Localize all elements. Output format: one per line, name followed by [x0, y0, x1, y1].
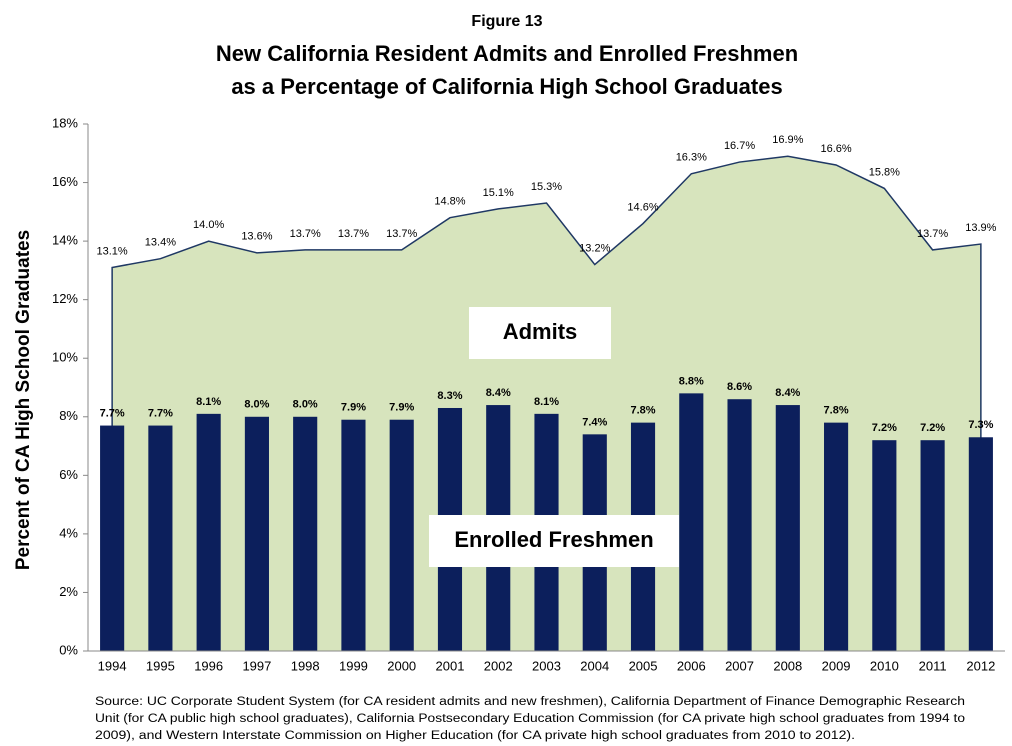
bar [244, 416, 269, 651]
data-label: 14.8% [434, 196, 465, 208]
annotation: Admits [503, 319, 578, 344]
x-tick-label: 2001 [436, 658, 465, 673]
bar [341, 419, 366, 651]
data-label: 8.8% [679, 375, 704, 387]
bar [824, 422, 849, 651]
x-tick-label: 2000 [387, 658, 416, 673]
data-label: 16.3% [676, 152, 707, 164]
data-label: 8.1% [196, 396, 221, 408]
source-note: 2009), and Western Interstate Commission… [95, 730, 855, 742]
x-tick-label: 1999 [339, 658, 368, 673]
x-tick-label: 2002 [484, 658, 513, 673]
data-label: 7.2% [920, 422, 945, 434]
data-label: 13.1% [97, 245, 128, 257]
x-tick-label: 2004 [580, 658, 609, 673]
x-tick-label: 1995 [146, 658, 175, 673]
x-tick-label: 2012 [966, 658, 995, 673]
data-label: 14.0% [193, 219, 224, 231]
data-label: 7.4% [582, 416, 607, 428]
data-label: 13.7% [290, 228, 321, 240]
data-label: 13.2% [579, 242, 610, 254]
bar [872, 440, 897, 651]
bar [100, 425, 125, 651]
data-label: 15.1% [483, 187, 514, 199]
bar [293, 416, 318, 651]
data-label: 8.4% [486, 387, 511, 399]
x-tick-label: 2006 [677, 658, 706, 673]
x-tick-label: 2010 [870, 658, 899, 673]
bar [920, 440, 945, 651]
data-label: 14.6% [627, 201, 658, 213]
data-label: 16.9% [772, 134, 803, 146]
data-label: 8.1% [534, 396, 559, 408]
y-tick-label: 0% [59, 642, 78, 657]
data-label: 7.7% [100, 407, 125, 419]
x-tick-label: 2007 [725, 658, 754, 673]
data-label: 13.6% [241, 231, 272, 243]
source-note: Source: UC Corporate Student System (for… [95, 696, 965, 708]
y-tick-label: 10% [52, 350, 78, 365]
data-label: 7.7% [148, 407, 173, 419]
data-label: 13.7% [338, 228, 369, 240]
x-tick-label: 2009 [822, 658, 851, 673]
area [112, 156, 981, 651]
source-note: Unit (for CA public high school graduate… [95, 713, 965, 725]
data-label: 16.6% [820, 143, 851, 155]
annotation-box [469, 307, 611, 359]
data-label: 15.3% [531, 181, 562, 193]
data-label: 7.3% [968, 419, 993, 431]
y-tick-label: 8% [59, 408, 78, 423]
annotation-box [429, 515, 679, 567]
bar [679, 393, 704, 651]
y-tick-label: 12% [52, 291, 78, 306]
data-label: 7.9% [341, 402, 366, 414]
data-label: 13.9% [965, 222, 996, 234]
data-label: 16.7% [724, 140, 755, 152]
y-tick-label: 18% [52, 115, 78, 130]
x-tick-label: 2005 [629, 658, 658, 673]
area-line [111, 155, 982, 651]
bar [727, 399, 752, 651]
data-label: 7.8% [630, 405, 655, 417]
data-label: 7.2% [872, 422, 897, 434]
y-tick-label: 14% [52, 233, 78, 248]
data-label: 8.0% [244, 399, 269, 411]
annotation: Enrolled Freshmen [454, 527, 653, 552]
x-tick-label: 2008 [773, 658, 802, 673]
bar [389, 419, 414, 651]
y-tick-label: 2% [59, 584, 78, 599]
data-label: 13.7% [386, 228, 417, 240]
data-label: 8.3% [437, 390, 462, 402]
data-label: 8.6% [727, 381, 752, 393]
x-tick-label: 1994 [98, 658, 127, 673]
data-label: 7.8% [824, 405, 849, 417]
data-label: 13.7% [917, 228, 948, 240]
x-tick-label: 1998 [291, 658, 320, 673]
y-tick-label: 16% [52, 174, 78, 189]
x-tick-label: 2003 [532, 658, 561, 673]
chart-title: New California Resident Admits and Enrol… [216, 41, 798, 66]
data-label: 8.0% [293, 399, 318, 411]
bar [148, 425, 173, 651]
x-tick-label: 1996 [194, 658, 223, 673]
data-label: 8.4% [775, 387, 800, 399]
x-tick-label: 2011 [919, 658, 947, 673]
bar [196, 413, 221, 651]
y-tick-label: 6% [59, 467, 78, 482]
data-label: 7.9% [389, 402, 414, 414]
chart-title: as a Percentage of California High Schoo… [231, 74, 782, 99]
data-label: 15.8% [869, 166, 900, 178]
bar [968, 437, 993, 651]
x-tick-label: 1997 [242, 658, 271, 673]
figure-label: Figure 13 [471, 13, 542, 30]
y-tick-label: 4% [59, 525, 78, 540]
bar [775, 405, 800, 651]
data-label: 13.4% [145, 237, 176, 249]
y-axis-label: Percent of CA High School Graduates [13, 230, 34, 570]
